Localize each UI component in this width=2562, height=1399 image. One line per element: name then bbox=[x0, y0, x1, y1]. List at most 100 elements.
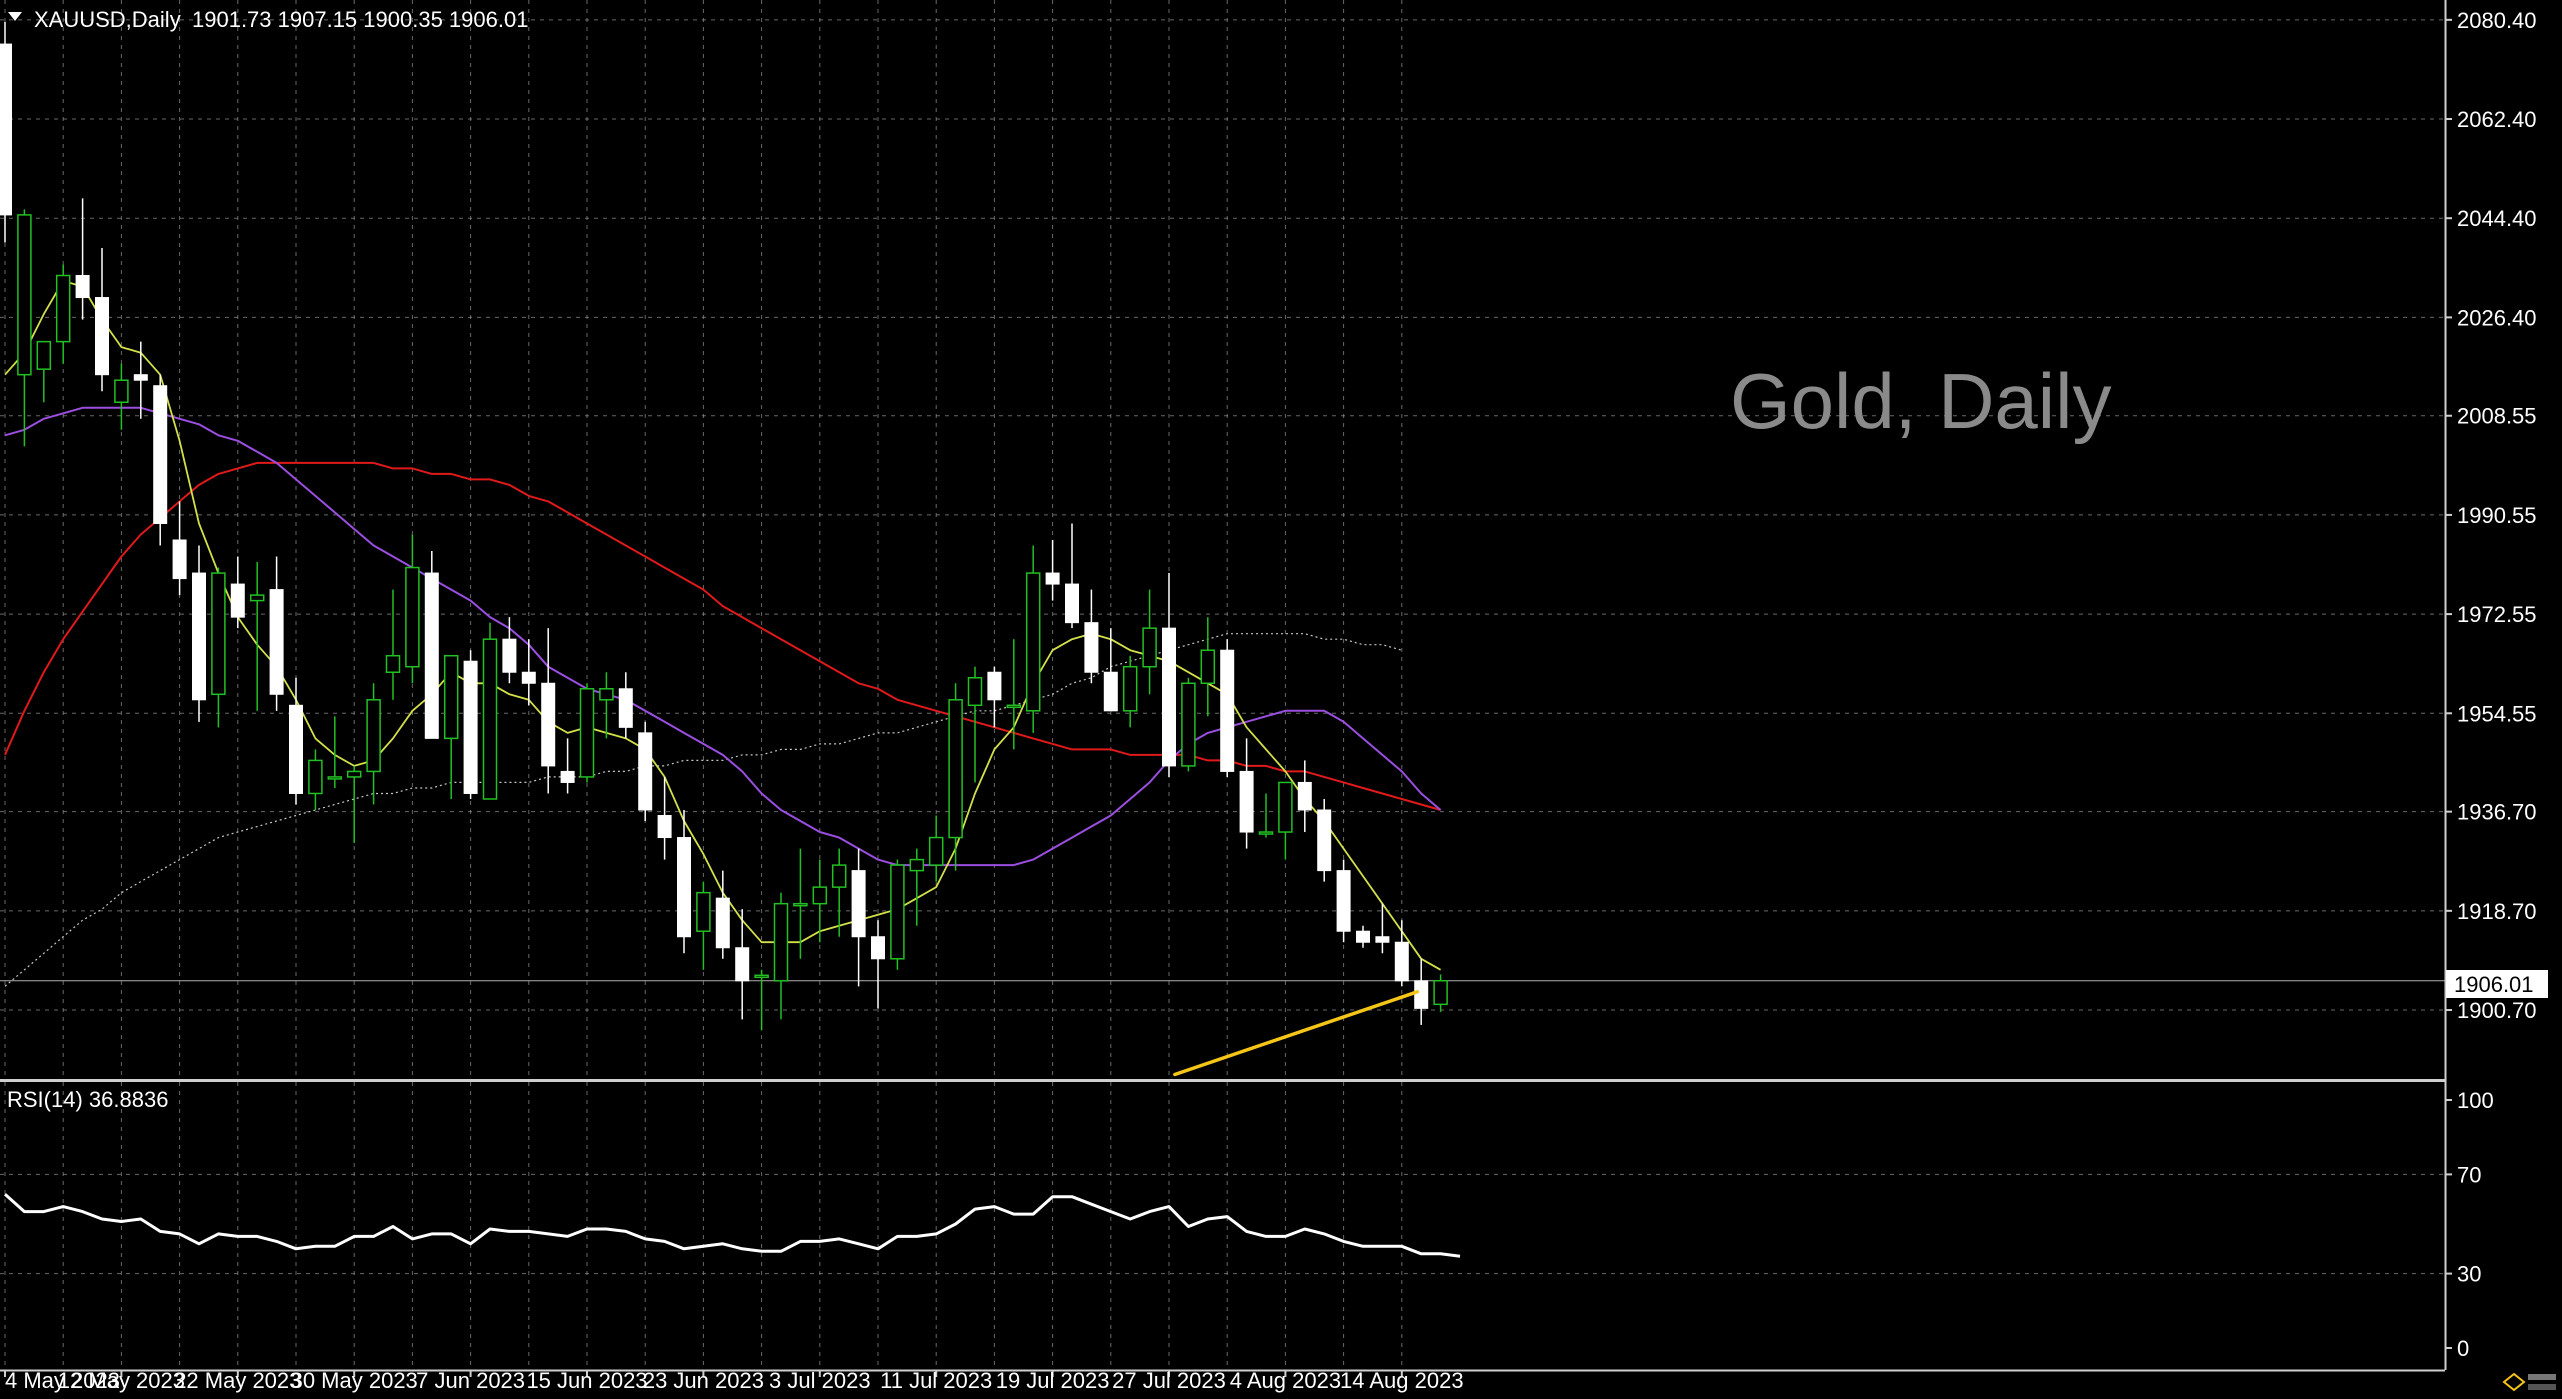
time-tick-label: 7 Jun 2023 bbox=[416, 1368, 525, 1393]
candle-body-bull bbox=[909, 858, 925, 872]
candles bbox=[0, 22, 1448, 1031]
candle-body-bear bbox=[192, 572, 206, 701]
candle-body-bull bbox=[211, 572, 226, 696]
time-tick-label: 23 Jun 2023 bbox=[643, 1368, 764, 1393]
candle-body-bear bbox=[1065, 583, 1079, 624]
candle-body-bull bbox=[55, 274, 71, 343]
candle-body-bear bbox=[95, 297, 109, 376]
candle-body-bear bbox=[657, 815, 672, 839]
candle-body-bear bbox=[541, 682, 556, 767]
candle-body-bear bbox=[1103, 671, 1118, 712]
rsi-tick-label: 70 bbox=[2457, 1162, 2481, 1187]
last-price-label: 1906.01 bbox=[2454, 972, 2534, 997]
candle-body-bull bbox=[1433, 980, 1448, 1006]
time-tick-label: 11 Jul 2023 bbox=[880, 1368, 992, 1393]
time-tick-label: 27 Jul 2023 bbox=[1112, 1368, 1226, 1393]
candle-body-bear bbox=[1336, 870, 1351, 932]
trendline-layer bbox=[1173, 990, 1420, 1077]
price-tick-label: 1990.55 bbox=[2457, 503, 2537, 528]
candle-body-bull bbox=[443, 654, 459, 740]
time-tick-label: 4 May 2023 bbox=[5, 1368, 120, 1393]
time-tick-label: 4 Aug 2023 bbox=[1230, 1368, 1341, 1393]
candle-body-bull bbox=[1181, 682, 1196, 767]
candle-body-bear bbox=[424, 572, 439, 739]
candle-body-bull bbox=[773, 902, 789, 982]
logo-diamond-icon bbox=[2502, 1372, 2526, 1392]
candle-body-bear bbox=[75, 275, 90, 299]
candle-body-bear bbox=[133, 374, 148, 381]
candle-body-bear bbox=[502, 638, 517, 673]
candle-body-bull bbox=[948, 699, 963, 839]
candle-body-bull bbox=[482, 638, 498, 800]
candle-body-bear bbox=[715, 897, 730, 949]
ma-mid-line bbox=[4, 406, 1442, 867]
candle-body-bull bbox=[366, 699, 381, 773]
broker-logo bbox=[2502, 1372, 2556, 1392]
candle-body-bear bbox=[1317, 809, 1332, 872]
time-tick-label: 14 Aug 2023 bbox=[1340, 1368, 1464, 1393]
time-tick-label: 19 Jul 2023 bbox=[996, 1368, 1110, 1393]
candle-body-bull bbox=[385, 654, 401, 673]
price-tick-label: 1900.70 bbox=[2457, 998, 2537, 1023]
candle-body-bear bbox=[1375, 936, 1390, 943]
rsi-tick-label: 100 bbox=[2457, 1088, 2494, 1113]
price-tick-label: 2062.40 bbox=[2457, 107, 2537, 132]
logo-text-block bbox=[2528, 1384, 2556, 1390]
candle-body-bear bbox=[1414, 980, 1429, 1009]
candle-body-bull bbox=[249, 594, 265, 602]
candle-body-bull bbox=[114, 379, 129, 403]
ohlc-readout: 1901.73 1907.15 1900.35 1906.01 bbox=[192, 7, 528, 32]
candle-body-bear bbox=[230, 583, 245, 618]
rsi-line bbox=[3, 1193, 1461, 1258]
candle-body-bear bbox=[560, 770, 575, 783]
support-trendline bbox=[1173, 990, 1420, 1077]
candle-body-bear bbox=[1220, 649, 1235, 772]
collapse-triangle-icon[interactable] bbox=[8, 12, 22, 21]
time-tick-label: 3 Jul 2023 bbox=[769, 1368, 871, 1393]
rsi-label: RSI(14) 36.8836 bbox=[7, 1087, 168, 1112]
candle-body-bull bbox=[812, 886, 828, 905]
price-tick-label: 2008.55 bbox=[2457, 404, 2537, 429]
candle-body-bear bbox=[677, 837, 691, 938]
candle-body-bull bbox=[967, 677, 983, 707]
price-tick-label: 1972.55 bbox=[2457, 602, 2537, 627]
candle-body-bull bbox=[579, 688, 595, 778]
rsi-tick-label: 30 bbox=[2457, 1262, 2481, 1287]
candle-body-bull bbox=[405, 566, 420, 668]
candle-body-bear bbox=[1162, 627, 1176, 767]
price-tick-label: 1918.70 bbox=[2457, 899, 2537, 924]
candle-body-bull bbox=[754, 974, 769, 979]
candle-body-bear bbox=[269, 589, 284, 695]
candle-body-bear bbox=[851, 870, 866, 938]
candle-body-bear bbox=[871, 936, 885, 960]
candle-body-bull bbox=[928, 836, 944, 866]
candle-body-bear bbox=[1084, 622, 1099, 673]
candle-body-bear bbox=[987, 671, 1002, 701]
candle-body-bull bbox=[1278, 781, 1293, 833]
rsi-tick-label: 0 bbox=[2457, 1336, 2469, 1361]
candle-body-bull bbox=[1258, 831, 1274, 835]
candle-body-bull bbox=[1200, 649, 1216, 685]
candle-body-bull bbox=[1025, 572, 1041, 712]
candle-body-bull bbox=[327, 776, 343, 780]
candle-body-bear bbox=[638, 732, 653, 811]
last-price-tag bbox=[2446, 970, 2548, 998]
candle-body-bear bbox=[1297, 781, 1312, 811]
candle-body-bull bbox=[17, 214, 32, 376]
time-tick-label: 30 May 2023 bbox=[291, 1368, 418, 1393]
candle-body-bear bbox=[0, 43, 12, 216]
symbol-label: XAUUSD,Daily bbox=[34, 7, 181, 32]
time-tick-label: 22 May 2023 bbox=[174, 1368, 301, 1393]
chart-watermark: Gold, Daily bbox=[1730, 357, 2111, 445]
candle-body-bull bbox=[1006, 704, 1022, 709]
candle-body-bear bbox=[618, 688, 633, 728]
candle-body-bear bbox=[1356, 930, 1370, 943]
candle-body-bull bbox=[599, 688, 614, 701]
candle-body-bull bbox=[346, 770, 362, 778]
candle-body-bull bbox=[1122, 665, 1138, 712]
candle-body-bear bbox=[153, 385, 168, 524]
candle-body-bull bbox=[308, 759, 323, 795]
candle-body-bull bbox=[831, 864, 847, 888]
